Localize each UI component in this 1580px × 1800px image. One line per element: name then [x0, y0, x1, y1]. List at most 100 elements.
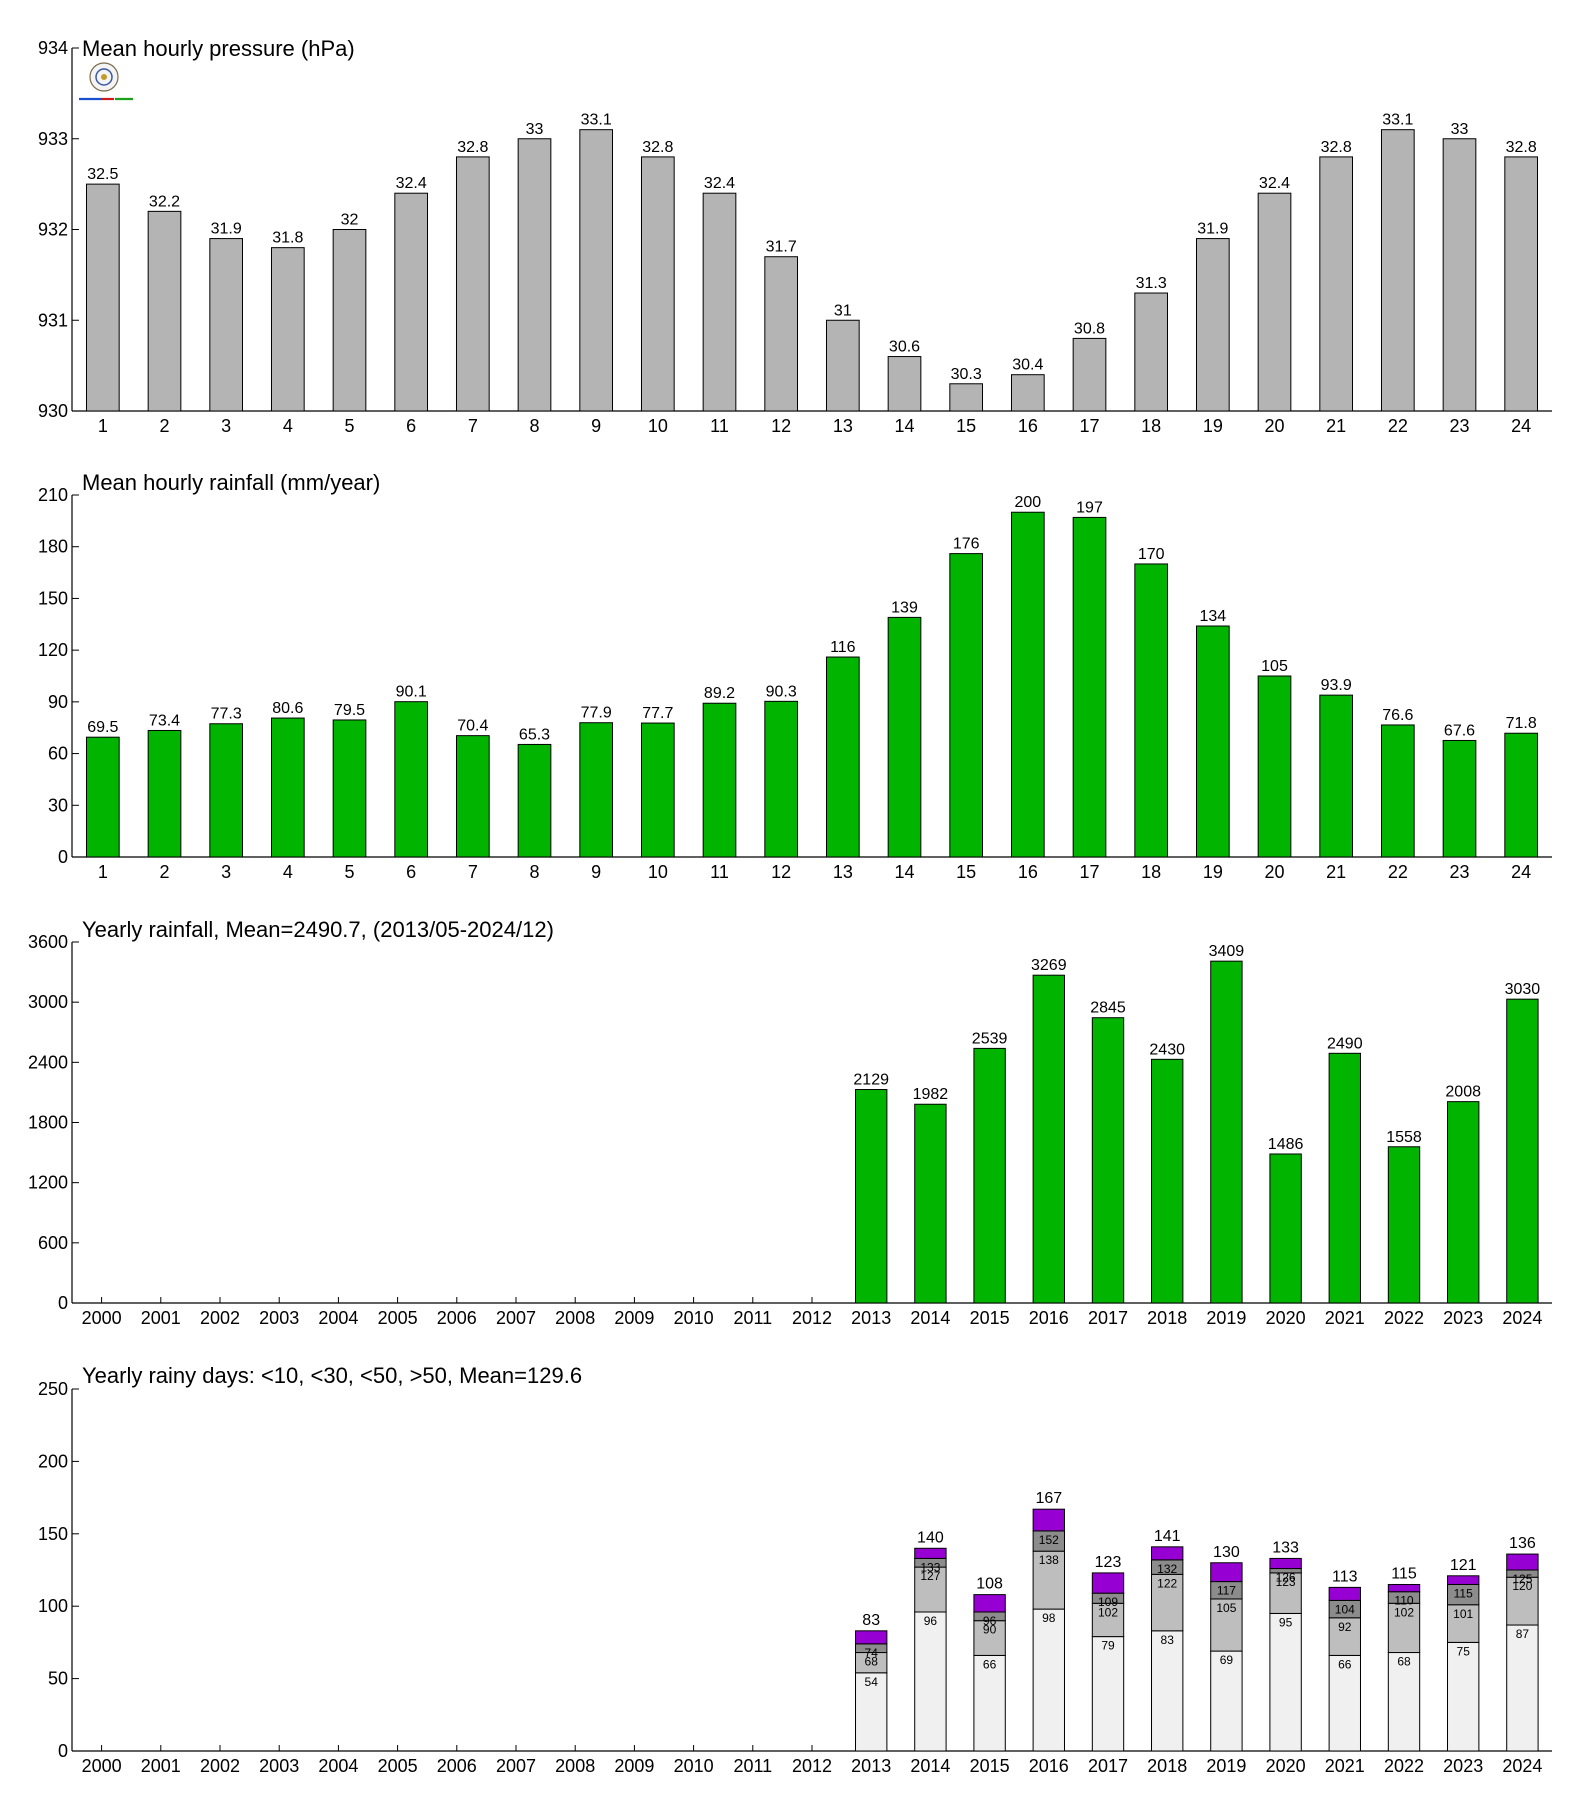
- pressure-bar: [579, 129, 614, 412]
- pressure-bar-label: 30.8: [1074, 320, 1105, 337]
- hourly-rain-y-tick-label: 0: [58, 847, 68, 867]
- hourly-rain-bar-label: 71.8: [1506, 715, 1537, 732]
- rainy-days-segment-total: [914, 1547, 947, 1559]
- hourly-rain-x-tick-label: 4: [283, 862, 293, 882]
- hourly-rain-x-tick-label: 13: [833, 862, 853, 882]
- rainy-days-x-tick-label: 2004: [318, 1756, 358, 1776]
- rainy-days-segment-label-lt50: 115: [1454, 1586, 1473, 1600]
- rainy-days-total-label: 83: [862, 1612, 880, 1629]
- yearly-rain-y-tick-label: 2400: [28, 1052, 68, 1072]
- rainy-days-total-label: 115: [1391, 1565, 1417, 1582]
- yearly-rain-bar: [1447, 1101, 1480, 1304]
- pressure-x-tick-label: 21: [1326, 416, 1346, 436]
- rainy-days-panel: Yearly rainy days: <10, <30, <50, >50, M…: [38, 1363, 1552, 1776]
- pressure-bar-label: 32: [341, 212, 359, 229]
- yearly-rain-x-tick-label: 2005: [378, 1308, 418, 1328]
- rainy-days-x-tick-label: 2016: [1029, 1756, 1069, 1776]
- rainy-days-segment-total: [1269, 1557, 1302, 1570]
- rainy-days-x-tick-label: 2007: [496, 1756, 536, 1776]
- hourly-rain-x-tick-label: 10: [648, 862, 668, 882]
- yearly-rain-x-tick-label: 2014: [910, 1308, 950, 1328]
- yearly-rain-bar-label: 2430: [1149, 1041, 1185, 1058]
- rainy-days-segment-total: [1091, 1572, 1125, 1594]
- hourly-rain-y-tick-label: 90: [48, 692, 68, 712]
- pressure-x-tick-label: 16: [1018, 416, 1038, 436]
- hourly-rain-bar-label: 93.9: [1321, 677, 1352, 694]
- rainy-days-segment-label-lt10: 83: [1161, 1633, 1175, 1647]
- rainy-days-x-tick-label: 2020: [1266, 1756, 1306, 1776]
- pressure-bar-label: 32.5: [87, 166, 118, 183]
- rainy-days-segment-label-lt10: 95: [1279, 1615, 1293, 1629]
- hourly-rain-bar: [887, 616, 922, 858]
- hourly-rain-bar: [1380, 724, 1415, 858]
- hourly-rain-bar-label: 90.3: [766, 683, 797, 700]
- hourly-rain-x-tick-label: 7: [468, 862, 478, 882]
- yearly-rainfall-title: Yearly rainfall, Mean=2490.7, (2013/05-2…: [82, 917, 554, 942]
- rainy-days-x-tick-label: 2012: [792, 1756, 832, 1776]
- rainy-days-y-tick-label: 50: [48, 1669, 68, 1689]
- rainy-days-segment-label-lt10: 68: [1397, 1655, 1411, 1669]
- yearly-rain-x-tick-label: 2021: [1325, 1308, 1365, 1328]
- rainy-days-segment-label-lt50: 117: [1217, 1584, 1236, 1598]
- hourly-rain-x-tick-label: 3: [221, 862, 231, 882]
- pressure-bar-label: 30.3: [951, 366, 982, 383]
- hourly-rain-bar-label: 105: [1261, 658, 1288, 675]
- pressure-bar-label: 33: [1451, 121, 1469, 138]
- rainy-days-total-label: 140: [917, 1529, 944, 1546]
- yearly-rain-x-tick-label: 2012: [792, 1308, 832, 1328]
- hourly-rain-bar-label: 79.5: [334, 702, 365, 719]
- rainy-days-segment-label-lt50: 133: [920, 1560, 940, 1574]
- pressure-bar: [1072, 337, 1107, 412]
- pressure-bar-label: 31.7: [766, 239, 797, 256]
- hourly-rainfall-title: Mean hourly rainfall (mm/year): [82, 470, 380, 495]
- yearly-rain-bar: [1210, 960, 1243, 1304]
- hourly-rain-bar: [85, 736, 120, 858]
- hourly-rain-bar: [1257, 675, 1292, 858]
- hourly-rain-bar-label: 89.2: [704, 685, 735, 702]
- rainy-days-x-tick-label: 2013: [851, 1756, 891, 1776]
- rainy-days-segment-lt30: [973, 1620, 1006, 1656]
- rainy-days-segment-lt10: [914, 1611, 947, 1752]
- rainy-days-segment-total: [1387, 1583, 1421, 1593]
- rainy-days-x-tick-label: 2024: [1502, 1756, 1542, 1776]
- hourly-rain-bar-label: 116: [830, 639, 856, 656]
- rainy-days-segment-total: [1151, 1546, 1184, 1561]
- pressure-bar-label: 32.4: [704, 175, 735, 192]
- hourly-rain-bar-label: 69.5: [87, 719, 118, 736]
- rainy-days-segment-label-lt10: 75: [1457, 1644, 1471, 1658]
- rainy-days-y-tick-label: 100: [38, 1596, 68, 1616]
- pressure-x-tick-label: 1: [98, 416, 108, 436]
- pressure-bar: [209, 238, 244, 412]
- yearly-rain-bar: [1269, 1153, 1302, 1304]
- hourly-rain-x-tick-label: 2: [159, 862, 169, 882]
- rainy-days-segment-label-lt30: 92: [1338, 1620, 1352, 1634]
- yearly-rain-x-tick-label: 2016: [1029, 1308, 1069, 1328]
- yearly-rain-bar-label: 2490: [1327, 1035, 1363, 1052]
- rainy-days-x-tick-label: 2015: [970, 1756, 1010, 1776]
- hourly-rain-bar: [702, 702, 737, 858]
- rainy-days-segment-lt10: [1210, 1650, 1243, 1752]
- hourly-rain-x-tick-label: 9: [591, 862, 601, 882]
- rainy-days-segment-label-lt30: 122: [1157, 1576, 1177, 1590]
- pressure-bar-label: 30.4: [1012, 357, 1043, 374]
- pressure-x-tick-label: 7: [468, 416, 478, 436]
- pressure-bar-label: 32.8: [642, 139, 673, 156]
- rainy-days-total-label: 167: [1035, 1490, 1062, 1507]
- hourly-rain-y-tick-label: 30: [48, 795, 68, 815]
- rainy-days-segment-lt10: [1032, 1608, 1065, 1752]
- rainy-days-x-tick-label: 2009: [614, 1756, 654, 1776]
- yearly-rain-bar-label: 2845: [1090, 1000, 1126, 1017]
- hourly-rain-x-tick-label: 6: [406, 862, 416, 882]
- yearly-rain-y-tick-label: 3600: [28, 932, 68, 952]
- rainy-days-total-label: 113: [1332, 1568, 1358, 1585]
- pressure-bar-label: 32.4: [396, 175, 427, 192]
- pressure-bar: [887, 356, 922, 412]
- hourly-rain-bar: [394, 701, 429, 858]
- yearly-rain-bar: [1032, 974, 1065, 1304]
- rainy-days-segment-label-lt30: 127: [920, 1569, 940, 1583]
- hourly-rain-bar-label: 134: [1199, 608, 1226, 625]
- hourly-rain-bar-label: 76.6: [1382, 707, 1413, 724]
- yearly-rain-bar-label: 2008: [1445, 1084, 1481, 1101]
- rainy-days-segment-lt30: [1506, 1576, 1539, 1626]
- rainy-days-x-tick-label: 2001: [141, 1756, 181, 1776]
